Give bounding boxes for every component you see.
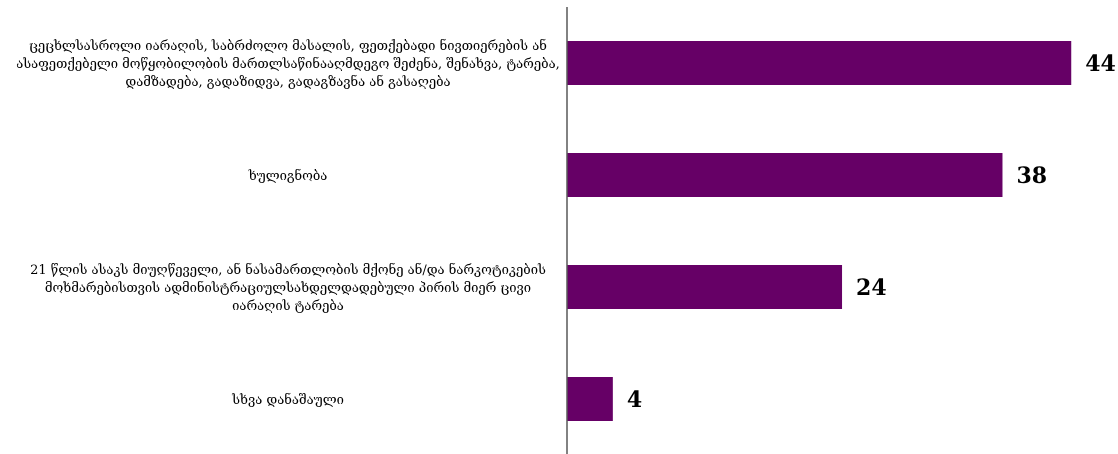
value-label-1: 38 <box>1016 163 1047 189</box>
category-label-2: 21 წლის ასაკს მიუღწეველი, ან ნასამართლობ… <box>30 262 546 314</box>
category-label-2-line-0: 21 წლის ასაკს მიუღწეველი, ან ნასამართლობ… <box>30 262 546 278</box>
bar-3 <box>567 377 613 421</box>
bars-group <box>567 41 1072 421</box>
category-label-1-line-0: ხულიგნობა <box>248 168 328 184</box>
category-label-0: ცეცხლსასროლი იარაღის, საბრძოლო მასალის, … <box>16 38 560 90</box>
category-label-0-line-0: ცეცხლსასროლი იარაღის, საბრძოლო მასალის, … <box>29 38 547 54</box>
category-label-3-line-0: სხვა დანაშაული <box>231 392 344 408</box>
bar-2 <box>567 265 843 309</box>
value-label-2: 24 <box>856 275 887 301</box>
value-labels: 44 38 24 4 <box>627 51 1116 413</box>
value-label-0: 44 <box>1085 51 1116 77</box>
bar-0 <box>567 41 1072 85</box>
category-label-2-line-2: იარაღის ტარება <box>232 299 344 314</box>
category-label-0-line-2: დამზადება, გადაზიდვა, გადაგზავნა ან გასა… <box>125 74 450 90</box>
category-label-0-line-1: ასაფეთქებელი მოწყობილობის მართლსაწინააღმ… <box>16 56 560 72</box>
category-labels: ცეცხლსასროლი იარაღის, საბრძოლო მასალის, … <box>16 38 560 408</box>
value-label-3: 4 <box>627 387 642 413</box>
category-label-2-line-1: მოხმარებისთვის ადმინისტრაციულსახდელდადებ… <box>45 280 531 296</box>
category-label-1: ხულიგნობა <box>248 168 328 184</box>
bar-1 <box>567 153 1003 197</box>
category-label-3: სხვა დანაშაული <box>231 392 344 408</box>
